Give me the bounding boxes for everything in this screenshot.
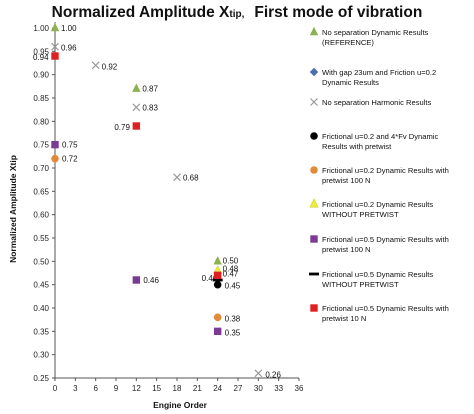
legend-label: Results with pretwist	[322, 142, 392, 151]
legend-label: WITHOUT PRETWIST	[322, 210, 399, 219]
legend-label: pretwist 10 N	[322, 314, 366, 323]
x-tick-label: 0	[53, 384, 58, 393]
data-label: 0.35	[225, 328, 241, 337]
y-tick-label: 0.70	[33, 164, 49, 173]
data-point	[254, 369, 263, 378]
data-point	[213, 280, 222, 289]
y-tick-label: 0.90	[33, 71, 49, 80]
x-tick-label: 12	[132, 384, 141, 393]
x-tick-label: 30	[254, 384, 263, 393]
x-tick-label: 18	[173, 384, 182, 393]
legend-label: Frictional u=0.5 Dynamic Results with	[322, 304, 449, 313]
legend-label: No separation Harmonic Results	[322, 98, 432, 107]
y-tick-label: 0.85	[33, 94, 49, 103]
x-tick-label: 27	[234, 384, 243, 393]
data-point	[51, 154, 59, 163]
y-tick-label: 0.60	[33, 211, 49, 220]
legend-marker	[309, 272, 319, 276]
legend-label: Frictional u=0.2 Dynamic Results with	[322, 166, 449, 175]
legend-marker	[310, 166, 318, 174]
legend-label: pretwist 100 N	[322, 245, 371, 254]
legend-marker	[310, 132, 318, 140]
y-tick-label: 0.80	[33, 117, 49, 126]
data-point	[91, 61, 100, 70]
x-tick-label: 6	[93, 384, 98, 393]
x-tick-label: 15	[152, 384, 161, 393]
chart-title-main: Normalized Amplitude X	[51, 4, 230, 21]
data-point	[51, 52, 59, 60]
y-tick-label: 0.50	[33, 257, 49, 266]
legend-marker	[310, 304, 318, 312]
y-tick-label: 0.95	[33, 47, 49, 56]
legend-label: Frictional u=0.2 and 4*Fv Dynamic	[322, 132, 438, 141]
x-tick-label: 24	[213, 384, 222, 393]
data-label: 0.48	[223, 265, 239, 274]
x-axis-label: Engine Order	[153, 400, 207, 410]
data-point	[51, 42, 59, 51]
data-label: 0.68	[183, 173, 199, 182]
data-point	[213, 271, 222, 280]
data-label: 0.83	[142, 103, 158, 112]
data-label: 0.75	[62, 141, 78, 150]
data-point	[213, 327, 222, 336]
data-label: 0.50	[223, 256, 239, 265]
y-tick-label: 0.45	[33, 281, 49, 290]
data-point	[132, 83, 141, 92]
chart-title-subscript: tip,	[229, 9, 245, 20]
x-tick-label: 33	[274, 384, 283, 393]
data-label: 0.38	[225, 314, 241, 323]
legend-label: No separation Dynamic Results	[322, 28, 429, 37]
legend-marker	[309, 198, 319, 208]
data-label: 0.46	[143, 276, 159, 285]
data-label: 0.96	[61, 44, 77, 53]
data-point	[51, 140, 59, 149]
data-label: 0.79	[114, 123, 130, 132]
x-tick-label: 21	[193, 384, 202, 393]
chart-title: Normalized Amplitude Xtip, First mode of …	[0, 4, 474, 22]
data-label: 0.87	[142, 85, 158, 94]
y-tick-label: 0.40	[33, 304, 49, 313]
data-point	[212, 278, 223, 282]
y-tick-label: 0.35	[33, 327, 49, 336]
legend-marker	[309, 67, 319, 77]
data-point	[213, 256, 222, 265]
x-tick-label: 3	[73, 384, 78, 393]
y-tick-label: 0.30	[33, 351, 49, 360]
y-tick-label: 0.55	[33, 234, 49, 243]
data-label: 0.72	[62, 155, 78, 164]
legend-marker	[309, 26, 319, 36]
data-point	[173, 173, 181, 182]
data-point	[132, 122, 141, 130]
data-point	[50, 22, 60, 32]
legend-label: Dynamic Results	[322, 78, 379, 87]
y-tick-label: 0.75	[33, 141, 49, 150]
data-point	[132, 103, 141, 112]
legend-label: (REFERENCE)	[322, 38, 374, 47]
legend-label: With gap 23um and Friction u=0.2	[322, 68, 436, 77]
chart-title-rest: First mode of vibration	[254, 4, 423, 21]
y-tick-label: 0.65	[33, 187, 49, 196]
legend-label: Frictional u=0.5 Dynamic Results with	[322, 235, 449, 244]
legend-label: WITHOUT PRETWIST	[322, 280, 399, 289]
data-label: 0.45	[225, 282, 241, 291]
data-point	[213, 313, 222, 322]
y-tick-label: 0.25	[33, 374, 49, 383]
legend-marker	[310, 98, 318, 106]
legend-marker	[310, 235, 318, 243]
data-label: 0.92	[102, 62, 118, 71]
data-label: 0.26	[265, 370, 281, 379]
x-tick-label: 36	[295, 384, 304, 393]
legend-label: pretwist 100 N	[322, 176, 371, 185]
y-tick-label: 1.00	[33, 24, 49, 33]
data-label: 0.94	[33, 53, 49, 62]
x-tick-label: 9	[114, 384, 119, 393]
data-label: 0.47	[223, 269, 239, 278]
data-label: 0.46	[202, 274, 218, 283]
legend-label: Frictional u=0.2 Dynamic Results	[322, 200, 433, 209]
data-point	[132, 276, 141, 284]
data-label: 1.00	[61, 24, 77, 33]
legend-label: Frictional u=0.5 Dynamic Results	[322, 270, 433, 279]
